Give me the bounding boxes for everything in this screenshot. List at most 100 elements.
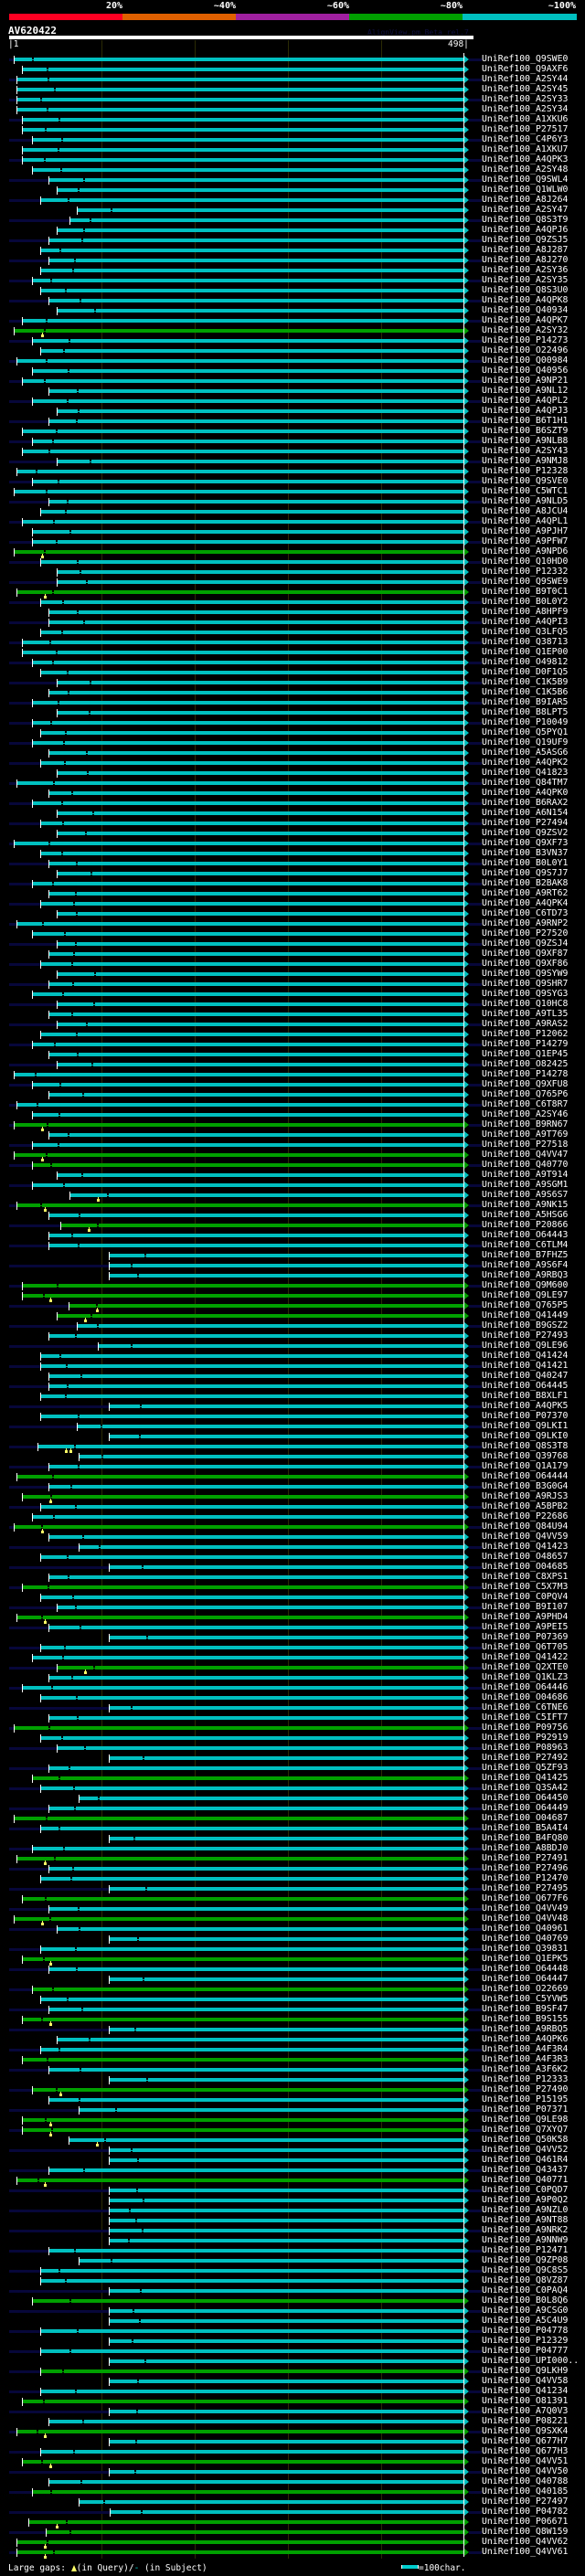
subject-label[interactable]: UniRef100_Q9SWE0 <box>482 54 569 64</box>
subject-label[interactable]: UniRef100_Q9ZP08 <box>482 2255 569 2265</box>
subject-label[interactable]: UniRef100_A8J264 <box>482 195 569 205</box>
subject-label[interactable]: UniRef100_P04777 <box>482 2346 569 2356</box>
subject-label[interactable]: UniRef100_A4QPK4 <box>482 898 569 908</box>
subject-label[interactable]: UniRef100_P27493 <box>482 1330 569 1341</box>
subject-label[interactable]: UniRef100_Q9LKH9 <box>482 2366 569 2376</box>
subject-label[interactable]: UniRef100_A5C4U9 <box>482 2316 569 2326</box>
subject-label[interactable]: UniRef100_C6TLM4 <box>482 1240 569 1250</box>
subject-label[interactable]: UniRef100_Q1EP45 <box>482 1049 569 1059</box>
subject-label[interactable]: UniRef100_Q4VV50 <box>482 2466 569 2476</box>
subject-label[interactable]: UniRef100_P10049 <box>482 717 569 727</box>
subject-label[interactable]: UniRef100_A6N154 <box>482 808 569 818</box>
subject-label[interactable]: UniRef100_Q677H3 <box>482 2446 569 2456</box>
subject-label[interactable]: UniRef100_Q9SWL4 <box>482 175 569 185</box>
subject-label[interactable]: UniRef100_B6RAX2 <box>482 798 569 808</box>
subject-label[interactable]: UniRef100_A7Q0V3 <box>482 2406 569 2416</box>
subject-label[interactable]: UniRef100_C5IFT7 <box>482 1712 569 1723</box>
subject-label[interactable]: UniRef100_Q9ZSV2 <box>482 828 569 838</box>
subject-label[interactable]: UniRef100_Q40185 <box>482 2486 569 2496</box>
subject-label[interactable]: UniRef100_P04782 <box>482 2507 569 2517</box>
subject-label[interactable]: UniRef100_A4QPL2 <box>482 396 569 406</box>
subject-label[interactable]: UniRef100_Q40770 <box>482 1160 569 1170</box>
subject-label[interactable]: UniRef100_P27492 <box>482 1753 569 1763</box>
subject-label[interactable]: UniRef100_P04778 <box>482 2326 569 2336</box>
subject-label[interactable]: UniRef100_Q1EPK5 <box>482 1954 569 1964</box>
subject-label[interactable]: UniRef100_Q41234 <box>482 2386 569 2396</box>
subject-label[interactable]: UniRef100_Q4VV58 <box>482 2376 569 2386</box>
subject-label[interactable]: UniRef100_A9NZL0 <box>482 2205 569 2215</box>
subject-label[interactable]: UniRef100_Q38713 <box>482 637 569 647</box>
subject-label[interactable]: UniRef100_Q40934 <box>482 305 569 315</box>
subject-label[interactable]: UniRef100_Q461R4 <box>482 2155 569 2165</box>
subject-label[interactable]: UniRef100_Q9LKI1 <box>482 1421 569 1431</box>
subject-label[interactable]: UniRef100_Q8S3T9 <box>482 215 569 225</box>
subject-label[interactable]: UniRef100_Q39831 <box>482 1944 569 1954</box>
subject-label[interactable]: UniRef100_C0PQV4 <box>482 1592 569 1602</box>
subject-label[interactable]: UniRef100_A4QPJ6 <box>482 225 569 235</box>
subject-label[interactable]: UniRef100_Q41424 <box>482 1351 569 1361</box>
subject-label[interactable]: UniRef100_Q9ZSJ5 <box>482 235 569 245</box>
subject-label[interactable]: UniRef100_Q3LFQ5 <box>482 627 569 637</box>
subject-label[interactable]: UniRef100_Q9S7J7 <box>482 868 569 878</box>
subject-label[interactable]: UniRef100_O64443 <box>482 1230 569 1240</box>
subject-label[interactable]: UniRef100_B3VN37 <box>482 848 569 858</box>
subject-label[interactable]: UniRef100_Q8S3T8 <box>482 1441 569 1451</box>
subject-label[interactable]: UniRef100_A1XKU7 <box>482 144 569 154</box>
subject-label[interactable]: UniRef100_A9T914 <box>482 1170 569 1180</box>
subject-label[interactable]: UniRef100_O64446 <box>482 1682 569 1692</box>
subject-label[interactable]: UniRef100_Q41423 <box>482 1542 569 1552</box>
subject-label[interactable]: UniRef100_A9P0Q2 <box>482 2195 569 2205</box>
subject-label[interactable]: UniRef100_P14279 <box>482 1039 569 1049</box>
subject-label[interactable]: UniRef100_A9RT62 <box>482 888 569 898</box>
subject-label[interactable]: UniRef100_O48657 <box>482 1552 569 1562</box>
subject-label[interactable]: UniRef100_O04687 <box>482 1813 569 1823</box>
subject-label[interactable]: UniRef100_A9NL12 <box>482 386 569 396</box>
subject-label[interactable]: UniRef100_A4QPK5 <box>482 1401 569 1411</box>
subject-label[interactable]: UniRef100_P27490 <box>482 2084 569 2094</box>
subject-label[interactable]: UniRef100_A4QPK3 <box>482 154 569 164</box>
subject-label[interactable]: UniRef100_C1K5B9 <box>482 677 569 687</box>
subject-label[interactable]: UniRef100_A9T769 <box>482 1129 569 1140</box>
subject-label[interactable]: UniRef100_Q2XTE0 <box>482 1662 569 1672</box>
subject-label[interactable]: UniRef100_Q40771 <box>482 2175 569 2185</box>
subject-label[interactable]: UniRef100_Q40956 <box>482 366 569 376</box>
subject-label[interactable]: UniRef100_A4QPK7 <box>482 315 569 325</box>
subject-label[interactable]: UniRef100_A9NLB8 <box>482 436 569 446</box>
subject-label[interactable]: UniRef100_B2BAK8 <box>482 878 569 888</box>
subject-label[interactable]: UniRef100_O22669 <box>482 1984 569 1994</box>
subject-label[interactable]: UniRef100_Q6T705 <box>482 1642 569 1652</box>
subject-label[interactable]: UniRef100_A9RNP2 <box>482 918 569 928</box>
subject-label[interactable]: UniRef100_A9RAS2 <box>482 1019 569 1029</box>
subject-label[interactable]: UniRef100_A2SY48 <box>482 164 569 175</box>
subject-label[interactable]: UniRef100_Q9LE97 <box>482 1290 569 1300</box>
subject-label[interactable]: UniRef100_Q9SYW9 <box>482 969 569 979</box>
subject-label[interactable]: UniRef100_Q40961 <box>482 1924 569 1934</box>
subject-label[interactable]: UniRef100_A9NPD6 <box>482 546 569 557</box>
subject-label[interactable]: UniRef100_A4QPL1 <box>482 516 569 526</box>
subject-label[interactable]: UniRef100_A2SY44 <box>482 74 569 84</box>
subject-label[interactable]: UniRef100_P08963 <box>482 1743 569 1753</box>
subject-label[interactable]: UniRef100_P20866 <box>482 1220 569 1230</box>
subject-label[interactable]: UniRef100_P27497 <box>482 2496 569 2507</box>
subject-label[interactable]: UniRef100_O64445 <box>482 1381 569 1391</box>
subject-label[interactable]: UniRef100_A4QPJ3 <box>482 406 569 416</box>
subject-label[interactable]: UniRef100_Q8W159 <box>482 2527 569 2537</box>
subject-label[interactable]: UniRef100_A9RJS3 <box>482 1491 569 1501</box>
subject-label[interactable]: UniRef100_Q8VZ87 <box>482 2275 569 2285</box>
subject-label[interactable]: UniRef100_Q1WLW0 <box>482 185 569 195</box>
subject-label[interactable]: UniRef100_C5YVW5 <box>482 1994 569 2004</box>
subject-label[interactable]: UniRef100_P12329 <box>482 2336 569 2346</box>
subject-label[interactable]: UniRef100_Q9SYG3 <box>482 989 569 999</box>
subject-label[interactable]: UniRef100_Q41421 <box>482 1361 569 1371</box>
subject-label[interactable]: UniRef100_Q7XYQ7 <box>482 2125 569 2135</box>
subject-label[interactable]: UniRef100_A4QPK8 <box>482 295 569 305</box>
subject-label[interactable]: UniRef100_A4QPK6 <box>482 2034 569 2044</box>
subject-label[interactable]: UniRef100_A9NP21 <box>482 376 569 386</box>
subject-label[interactable]: UniRef100_A5HSG6 <box>482 1210 569 1220</box>
subject-label[interactable]: UniRef100_Q41823 <box>482 768 569 778</box>
subject-label[interactable]: UniRef100_B0L0Y2 <box>482 597 569 607</box>
subject-label[interactable]: UniRef100_Q4VV48 <box>482 1913 569 1924</box>
subject-label[interactable]: UniRef100_B9I107 <box>482 1602 569 1612</box>
subject-label[interactable]: UniRef100_Q84U94 <box>482 1521 569 1532</box>
subject-label[interactable]: UniRef100_Q4VV51 <box>482 2456 569 2466</box>
